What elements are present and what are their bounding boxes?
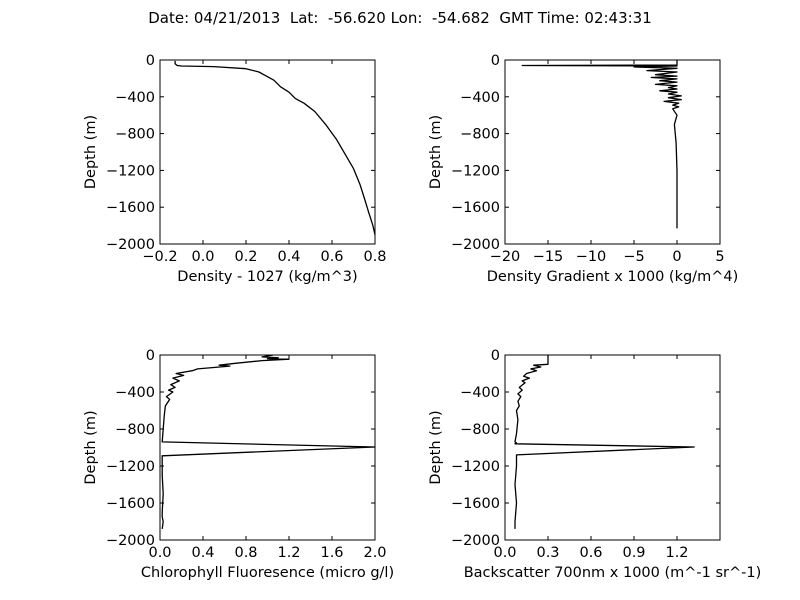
- y-tick-label: −1200: [451, 459, 500, 475]
- plot-frame: [504, 59, 721, 245]
- series-line: [174, 60, 376, 235]
- y-tick-label: −800: [115, 422, 155, 438]
- y-tick-label: −2000: [451, 237, 500, 253]
- x-tick-label: 0.0: [191, 249, 214, 265]
- y-axis-label: Depth (m): [428, 410, 444, 484]
- x-tick-label: 5: [715, 249, 724, 265]
- x-tick-label: −10: [576, 249, 607, 265]
- y-tick-label: −400: [115, 385, 155, 401]
- x-tick-label: 1.6: [320, 545, 343, 561]
- subplot-1: −0.2 0.0 0.2 0.4 0.6 0.8 0 −400 −800 −1200 −1600 −2…: [83, 53, 387, 285]
- x-tick-label: 1.2: [665, 545, 688, 561]
- x-tick-label: 0.9: [622, 545, 645, 561]
- y-tick-label: −800: [460, 422, 500, 438]
- x-tick-label: 0.8: [234, 545, 257, 561]
- y-tick-label: −1600: [451, 496, 500, 512]
- subplot-4: 0.0 0.3 0.6 0.9 1.2 0 −400 −800 −1200 −1600 −2000 B…: [428, 348, 761, 581]
- x-axis-label: Chlorophyll Fluoresence (micro g/l): [141, 565, 394, 581]
- series-line: [521, 60, 682, 229]
- y-tick-label: −2000: [106, 533, 155, 549]
- y-tick-label: 0: [491, 348, 500, 364]
- x-tick-label: 2.0: [363, 545, 386, 561]
- series-line: [514, 355, 695, 529]
- y-tick-label: −1600: [106, 200, 155, 216]
- y-tick-label: −400: [460, 385, 500, 401]
- y-tick-label: 0: [146, 53, 155, 69]
- figure-title: Date: 04/21/2013 Lat: -56.620 Lon: -54.6…: [148, 9, 652, 27]
- y-tick-label: −800: [460, 127, 500, 143]
- x-tick-label: 0.2: [234, 249, 257, 265]
- y-tick-label: −1200: [451, 163, 500, 179]
- subplot-3: 0.0 0.4 0.8 1.2 1.6 2.0 0 −400 −800 −1200 −1600 −20…: [83, 348, 394, 581]
- y-tick-label: −400: [115, 90, 155, 106]
- x-tick-label: 0.3: [536, 545, 559, 561]
- plot-frame: [504, 354, 721, 541]
- y-tick-label: −1200: [106, 163, 155, 179]
- x-tick-label: 0.0: [493, 545, 516, 561]
- y-tick-label: 0: [146, 348, 155, 364]
- y-tick-label: 0: [491, 53, 500, 69]
- y-tick-label: −400: [460, 90, 500, 106]
- y-axis-label: Depth (m): [428, 115, 444, 189]
- x-axis-label: Density Gradient x 1000 (kg/m^4): [487, 269, 738, 285]
- y-axis-label: Depth (m): [83, 115, 99, 189]
- x-tick-label: 0.0: [148, 545, 171, 561]
- y-tick-label: −2000: [451, 533, 500, 549]
- x-tick-label: −5: [623, 249, 644, 265]
- x-tick-label: −20: [490, 249, 521, 265]
- y-tick-label: −800: [115, 127, 155, 143]
- x-tick-label: 0.4: [277, 249, 300, 265]
- x-tick-label: 0.6: [579, 545, 602, 561]
- x-tick-label: 0.8: [363, 249, 386, 265]
- series-line: [161, 354, 376, 529]
- x-tick-label: 0.4: [191, 545, 214, 561]
- x-axis-label: Backscatter 700nm x 1000 (m^-1 sr^-1): [464, 565, 762, 581]
- x-tick-label: 0: [672, 249, 681, 265]
- plot-frame: [159, 354, 376, 541]
- x-tick-label: −15: [533, 249, 564, 265]
- x-tick-label: 1.2: [277, 545, 300, 561]
- y-tick-label: −1600: [106, 496, 155, 512]
- plot-frame: [159, 59, 376, 245]
- subplot-2: −20 −15 −10 −5 0 5 0 −400 −800 −1200 −1600 −2000 Den…: [428, 53, 738, 285]
- y-tick-label: −1600: [451, 200, 500, 216]
- y-axis-label: Depth (m): [83, 410, 99, 484]
- y-tick-label: −2000: [106, 237, 155, 253]
- x-tick-label: 0.6: [320, 249, 343, 265]
- x-tick-label: −0.2: [142, 249, 177, 265]
- x-axis-label: Density - 1027 (kg/m^3): [177, 269, 357, 285]
- y-tick-label: −1200: [106, 459, 155, 475]
